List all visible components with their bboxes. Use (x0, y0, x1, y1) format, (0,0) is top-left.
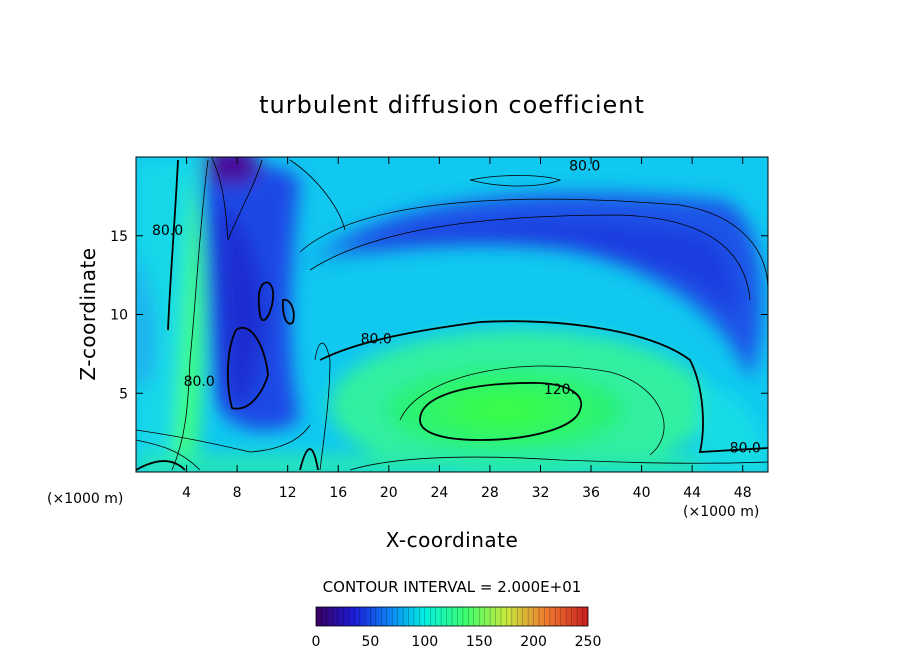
contour-labels: 80.0 80.0 80.0 80.0 120. 80.0 (152, 158, 761, 456)
x-unit-right: (×1000 m) (683, 504, 759, 520)
y-axis-label: Z-coordinate (76, 247, 100, 380)
colorbar-gradient (315, 606, 589, 627)
x-tick-label: 16 (329, 485, 347, 501)
x-tick-label: 8 (233, 485, 242, 501)
contour-label: 80.0 (152, 223, 183, 239)
x-tick-label: 28 (481, 485, 499, 501)
x-tick-label: 48 (734, 485, 752, 501)
colorbar: 0 50 100 150 200 250 (312, 606, 602, 650)
x-tick-label: 36 (582, 485, 600, 501)
heatmap-field (136, 157, 768, 472)
contour-label: 120. (544, 382, 575, 398)
colorbar-tick-label: 100 (411, 634, 438, 650)
y-tick-label: 10 (110, 308, 128, 324)
colorbar-ticks: 0 50 100 150 200 250 (312, 634, 602, 650)
contour-label: 80.0 (730, 440, 761, 456)
contour-label: 80.0 (361, 332, 392, 348)
x-tick-label: 4 (182, 485, 191, 501)
colorbar-stripes (321, 607, 583, 626)
contour-lines (136, 157, 768, 471)
contour-label: 80.0 (184, 374, 215, 390)
x-tick-label: 40 (633, 485, 651, 501)
x-unit-left: (×1000 m) (47, 491, 123, 507)
x-axis: 4 8 12 16 20 24 28 32 36 40 44 48 (182, 157, 752, 501)
x-axis-label: X-coordinate (386, 528, 519, 552)
chart-title: turbulent diffusion coefficient (259, 91, 645, 119)
x-tick-label: 32 (532, 485, 550, 501)
contour-interval-text: CONTOUR INTERVAL = 2.000E+01 (323, 578, 582, 596)
y-tick-label: 15 (110, 229, 128, 245)
colorbar-tick-label: 150 (466, 634, 493, 650)
x-tick-label: 44 (683, 485, 701, 501)
x-tick-label: 20 (380, 485, 398, 501)
colorbar-tick-label: 200 (520, 634, 547, 650)
y-axis: 5 10 15 (110, 229, 768, 402)
y-tick-label: 5 (119, 386, 128, 402)
colorbar-tick-label: 250 (575, 634, 602, 650)
colorbar-tick-label: 0 (312, 634, 321, 650)
x-tick-label: 12 (279, 485, 297, 501)
colorbar-tick-label: 50 (361, 634, 379, 650)
x-tick-label: 24 (430, 485, 448, 501)
contour-label: 80.0 (569, 158, 600, 174)
